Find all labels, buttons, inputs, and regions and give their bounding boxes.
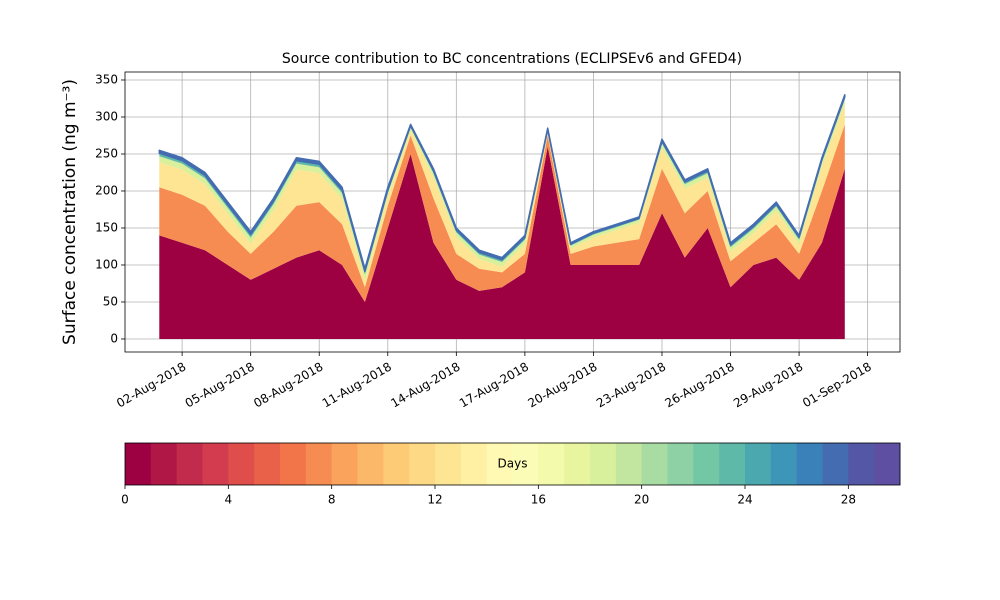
colorbar-swatch	[848, 443, 875, 485]
x-tick-label: 08-Aug-2018	[251, 360, 325, 411]
colorbar-tick-label: 16	[531, 493, 546, 507]
colorbar-tick-label: 4	[225, 493, 233, 507]
x-tick-label: 05-Aug-2018	[183, 360, 257, 411]
colorbar-swatch	[150, 443, 178, 485]
y-axis-label: Surface concentration (ng m⁻³)	[60, 79, 80, 345]
colorbar-swatch	[486, 443, 513, 485]
x-tick-label: 20-Aug-2018	[525, 360, 599, 411]
colorbar-frame	[124, 442, 901, 486]
colorbar-swatch	[125, 443, 152, 485]
colorbar-label: Days	[498, 457, 528, 471]
colorbar-tick-label: 0	[121, 493, 129, 507]
y-tick-label: 100	[95, 257, 118, 271]
colorbar-swatch	[745, 443, 772, 485]
colorbar-swatch	[409, 443, 436, 485]
colorbar-swatch	[564, 443, 591, 485]
colorbar-tick-label: 24	[737, 493, 752, 507]
colorbar-swatch	[331, 443, 358, 485]
area-layer	[159, 103, 845, 288]
x-tick-label: 01-Sep-2018	[800, 360, 874, 411]
colorbar-swatch	[202, 443, 229, 485]
colorbar-swatch	[435, 443, 462, 485]
colorbar-tick-label: 28	[841, 493, 856, 507]
area-layer	[159, 146, 845, 339]
colorbar-swatch	[254, 443, 281, 485]
colorbar-swatch	[176, 443, 203, 485]
colorbar-swatch	[796, 443, 823, 485]
y-tick-label: 50	[103, 294, 118, 308]
colorbar-swatch	[615, 443, 643, 485]
colorbar-swatch	[719, 443, 746, 485]
colorbar-swatch	[228, 443, 255, 485]
x-tick-label: 26-Aug-2018	[663, 360, 737, 411]
colorbar-swatch	[641, 443, 668, 485]
colorbar-tick-label: 8	[328, 493, 336, 507]
colorbar-tick-label: 20	[634, 493, 649, 507]
colorbar-swatch	[357, 443, 384, 485]
colorbar-swatch	[693, 443, 720, 485]
area-layer	[158, 94, 846, 273]
colorbar-swatch	[383, 443, 410, 485]
y-tick-label: 0	[110, 331, 118, 345]
colorbar-swatch	[460, 443, 488, 485]
y-tick-label: 250	[95, 146, 118, 160]
y-tick-label: 150	[95, 220, 118, 234]
axes-frame	[124, 71, 901, 353]
colorbar-swatch	[590, 443, 617, 485]
colorbar-swatch	[822, 443, 849, 485]
colorbar-swatch	[667, 443, 694, 485]
colorbar-swatch	[770, 443, 798, 485]
colorbar-swatch	[512, 443, 539, 485]
x-tick-label: 02-Aug-2018	[114, 360, 188, 411]
x-tick-label: 23-Aug-2018	[594, 360, 668, 411]
colorbar-swatch	[538, 443, 565, 485]
colorbar-tick-label: 12	[427, 493, 442, 507]
area-layer	[159, 124, 845, 303]
y-tick-label: 350	[95, 72, 118, 86]
x-tick-label: 11-Aug-2018	[320, 360, 394, 411]
colorbar-swatch	[280, 443, 307, 485]
x-tick-label: 17-Aug-2018	[457, 360, 531, 411]
x-tick-label: 14-Aug-2018	[388, 360, 462, 411]
y-tick-label: 300	[95, 109, 118, 123]
y-tick-label: 200	[95, 183, 118, 197]
chart-title: Source contribution to BC concentrations…	[282, 51, 742, 67]
colorbar-swatch	[874, 443, 901, 485]
colorbar-swatch	[305, 443, 333, 485]
x-tick-label: 29-Aug-2018	[731, 360, 805, 411]
